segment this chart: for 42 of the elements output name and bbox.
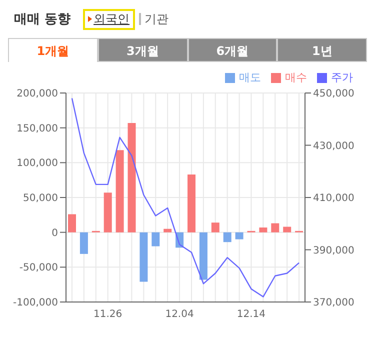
- bar: [283, 226, 292, 232]
- bar: [235, 232, 244, 240]
- text: 1개월: [8, 38, 98, 62]
- y2-tick-label: 430,000: [313, 140, 354, 152]
- text: 3개월: [98, 38, 188, 62]
- legend-label: 주가: [331, 71, 353, 84]
- bar: [128, 122, 136, 232]
- x-tick-label: 12.14: [236, 309, 266, 320]
- legend-label: 매수: [285, 71, 307, 84]
- y2-tick-label: 450,000: [313, 88, 354, 100]
- bar: [223, 232, 232, 242]
- text: 6개월: [188, 38, 278, 62]
- y2-tick-label: 410,000: [313, 193, 354, 204]
- bar: [211, 222, 220, 232]
- y2-tick-label: 370,000: [313, 298, 354, 309]
- legend-label: 매도: [239, 71, 261, 84]
- bar: [68, 214, 76, 232]
- y-tick-label: 100,000: [16, 158, 58, 170]
- bar: [188, 174, 196, 232]
- bar: [199, 232, 208, 280]
- y-tick-label: -100,000: [13, 298, 58, 309]
- line-series: [71, 98, 300, 298]
- y-tick-label: 200,000: [16, 88, 58, 100]
- x-tick-label: 11.26: [94, 309, 122, 320]
- bar: [116, 150, 124, 232]
- x-tick-label: 12.04: [165, 309, 194, 320]
- bar: [271, 223, 280, 232]
- text: 1년: [277, 38, 367, 62]
- bar: [259, 227, 268, 232]
- y-tick-label: 150,000: [16, 123, 58, 134]
- y-tick-label: 50,000: [23, 193, 58, 204]
- text: 기관: [144, 10, 169, 28]
- bar: [164, 228, 172, 232]
- y-tick-label: 0: [52, 228, 58, 239]
- bar: [152, 232, 160, 246]
- selection-outline: 외국인: [82, 8, 135, 30]
- y-tick-label: -50,000: [19, 262, 58, 274]
- bar: [104, 192, 112, 232]
- chart-title: 매매 동향: [14, 11, 71, 28]
- bar: [140, 232, 148, 282]
- y2-tick-label: 390,000: [313, 245, 354, 256]
- bar: [80, 232, 88, 254]
